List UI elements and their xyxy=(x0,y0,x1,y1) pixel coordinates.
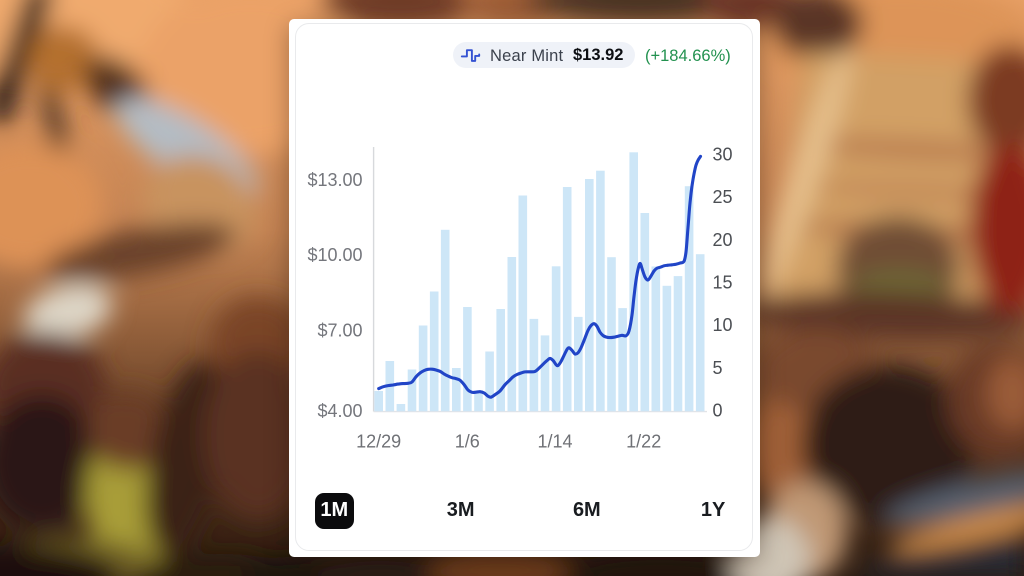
svg-text:25: 25 xyxy=(713,187,733,207)
svg-text:1/22: 1/22 xyxy=(626,432,661,452)
svg-text:15: 15 xyxy=(713,273,733,293)
svg-text:1/14: 1/14 xyxy=(537,432,572,452)
svg-text:0: 0 xyxy=(713,401,723,421)
svg-text:5: 5 xyxy=(713,358,723,378)
svg-text:1/6: 1/6 xyxy=(455,432,480,452)
svg-text:$13.00: $13.00 xyxy=(307,170,362,190)
svg-text:$7.00: $7.00 xyxy=(317,321,362,341)
svg-text:12/29: 12/29 xyxy=(356,432,401,452)
svg-text:10: 10 xyxy=(713,315,733,335)
svg-text:30: 30 xyxy=(713,145,733,165)
svg-text:$4.00: $4.00 xyxy=(317,401,362,421)
svg-text:20: 20 xyxy=(713,230,733,250)
svg-text:$10.00: $10.00 xyxy=(307,245,362,265)
